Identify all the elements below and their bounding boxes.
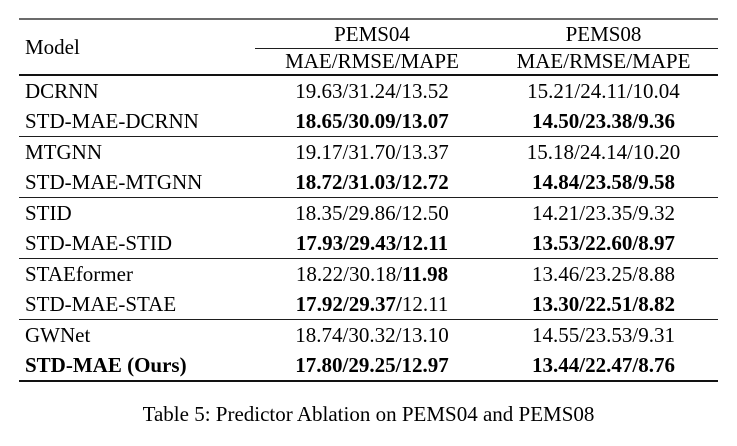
model-cell: STD-MAE-STID — [25, 231, 172, 255]
pems08-cell: 15.21/24.11/10.04 — [489, 76, 718, 106]
pems08-cell: 13.44/22.47/8.76 — [489, 350, 718, 380]
table-row: DCRNN 19.63/31.24/13.52 15.21/24.11/10.0… — [19, 76, 718, 106]
metric-value-segment: 17.92/29.37/ — [295, 292, 402, 316]
model-cell: STD-MAE-STAE — [25, 292, 177, 316]
model-cell: DCRNN — [25, 79, 99, 103]
table-caption: Table 5: Predictor Ablation on PEMS04 an… — [142, 402, 595, 426]
metric-value-segment: 13.30/22.51/8.82 — [532, 292, 675, 316]
column-subheader-metrics-pems04: MAE/RMSE/MAPE — [285, 49, 459, 73]
model-cell: GWNet — [25, 323, 91, 347]
metric-value-segment: 19.63/31.24/13.52 — [295, 79, 449, 103]
column-header-model: Model — [25, 34, 80, 59]
pems08-cell: 13.30/22.51/8.82 — [489, 289, 718, 319]
pems08-cell: 14.84/23.58/9.58 — [489, 167, 718, 197]
metric-value-segment: 11.98 — [402, 262, 449, 286]
metric-value-segment: 18.35/29.86/12.50 — [295, 201, 449, 225]
column-header-pems08: PEMS08 — [489, 20, 718, 49]
pems04-cell: 19.63/31.24/13.52 — [255, 76, 489, 106]
column-subheader-metrics-pems08: MAE/RMSE/MAPE — [516, 49, 691, 73]
model-cell: MTGNN — [25, 140, 102, 164]
pems04-cell: 18.74/30.32/13.10 — [255, 320, 489, 350]
pems04-cell: 17.93/29.43/12.11 — [255, 228, 489, 258]
metric-value-segment: 13.53/22.60/8.97 — [532, 231, 675, 255]
table-row: STD-MAE (Ours) 17.80/29.25/12.97 13.44/2… — [19, 350, 718, 380]
table-row: STID 18.35/29.86/12.50 14.21/23.35/9.32 — [19, 197, 718, 228]
pems08-cell: 14.50/23.38/9.36 — [489, 106, 718, 136]
metric-value-segment: 14.21/23.35/9.32 — [532, 201, 675, 225]
table-row: GWNet 18.74/30.32/13.10 14.55/23.53/9.31 — [19, 319, 718, 350]
metric-value-segment: 18.74/30.32/13.10 — [295, 323, 449, 347]
pems04-cell: 18.35/29.86/12.50 — [255, 198, 489, 228]
pems04-cell: 19.17/31.70/13.37 — [255, 137, 489, 167]
pems04-cell: 18.65/30.09/13.07 — [255, 106, 489, 136]
table-row: STAEformer 18.22/30.18/11.98 13.46/23.25… — [19, 258, 718, 289]
model-cell: STAEformer — [25, 262, 133, 286]
metric-value-segment: 17.80/29.25/12.97 — [295, 353, 449, 377]
metric-value-segment: 19.17/31.70/13.37 — [295, 140, 449, 164]
pems04-cell: 18.72/31.03/12.72 — [255, 167, 489, 197]
model-cell: STD-MAE-DCRNN — [25, 109, 199, 133]
pems08-cell: 14.21/23.35/9.32 — [489, 198, 718, 228]
model-cell: STD-MAE-MTGNN — [25, 170, 203, 194]
metric-value-segment: 13.46/23.25/8.88 — [532, 262, 675, 286]
metric-value-segment: 14.50/23.38/9.36 — [532, 109, 675, 133]
metric-value-segment: 18.72/31.03/12.72 — [295, 170, 449, 194]
metric-value-segment: 14.84/23.58/9.58 — [532, 170, 675, 194]
metric-value-segment: 14.55/23.53/9.31 — [532, 323, 675, 347]
pems08-cell: 14.55/23.53/9.31 — [489, 320, 718, 350]
table-header: Model PEMS04 PEMS08 MAE/RMSE/MAPE MAE/RM… — [19, 18, 718, 76]
pems08-cell: 13.46/23.25/8.88 — [489, 259, 718, 289]
results-table: Model PEMS04 PEMS08 MAE/RMSE/MAPE MAE/RM… — [19, 18, 718, 382]
table-row: STD-MAE-STAE 17.92/29.37/12.11 13.30/22.… — [19, 289, 718, 319]
pems04-cell: 18.22/30.18/11.98 — [255, 259, 489, 289]
metric-value-segment: 17.93/29.43/12.11 — [295, 231, 449, 255]
metric-value-segment: 18.22/30.18/ — [295, 262, 403, 286]
metric-value-segment: 12.11 — [401, 292, 449, 316]
model-cell: STID — [25, 201, 72, 225]
pems04-cell: 17.92/29.37/12.11 — [255, 289, 489, 319]
metric-value-segment: 13.44/22.47/8.76 — [532, 353, 675, 377]
metric-value-segment: 15.21/24.11/10.04 — [527, 79, 680, 103]
metric-value-segment: 15.18/24.14/10.20 — [526, 140, 681, 164]
table-body: DCRNN 19.63/31.24/13.52 15.21/24.11/10.0… — [19, 76, 718, 382]
pems04-cell: 17.80/29.25/12.97 — [255, 350, 489, 380]
table-row: STD-MAE-DCRNN 18.65/30.09/13.07 14.50/23… — [19, 106, 718, 136]
pems08-cell: 15.18/24.14/10.20 — [489, 137, 718, 167]
table-row: STD-MAE-MTGNN 18.72/31.03/12.72 14.84/23… — [19, 167, 718, 197]
table-row: STD-MAE-STID 17.93/29.43/12.11 13.53/22.… — [19, 228, 718, 258]
pems08-cell: 13.53/22.60/8.97 — [489, 228, 718, 258]
model-cell: STD-MAE (Ours) — [25, 353, 187, 377]
table-row: MTGNN 19.17/31.70/13.37 15.18/24.14/10.2… — [19, 136, 718, 167]
column-header-pems04: PEMS04 — [255, 20, 489, 49]
metric-value-segment: 18.65/30.09/13.07 — [295, 109, 449, 133]
